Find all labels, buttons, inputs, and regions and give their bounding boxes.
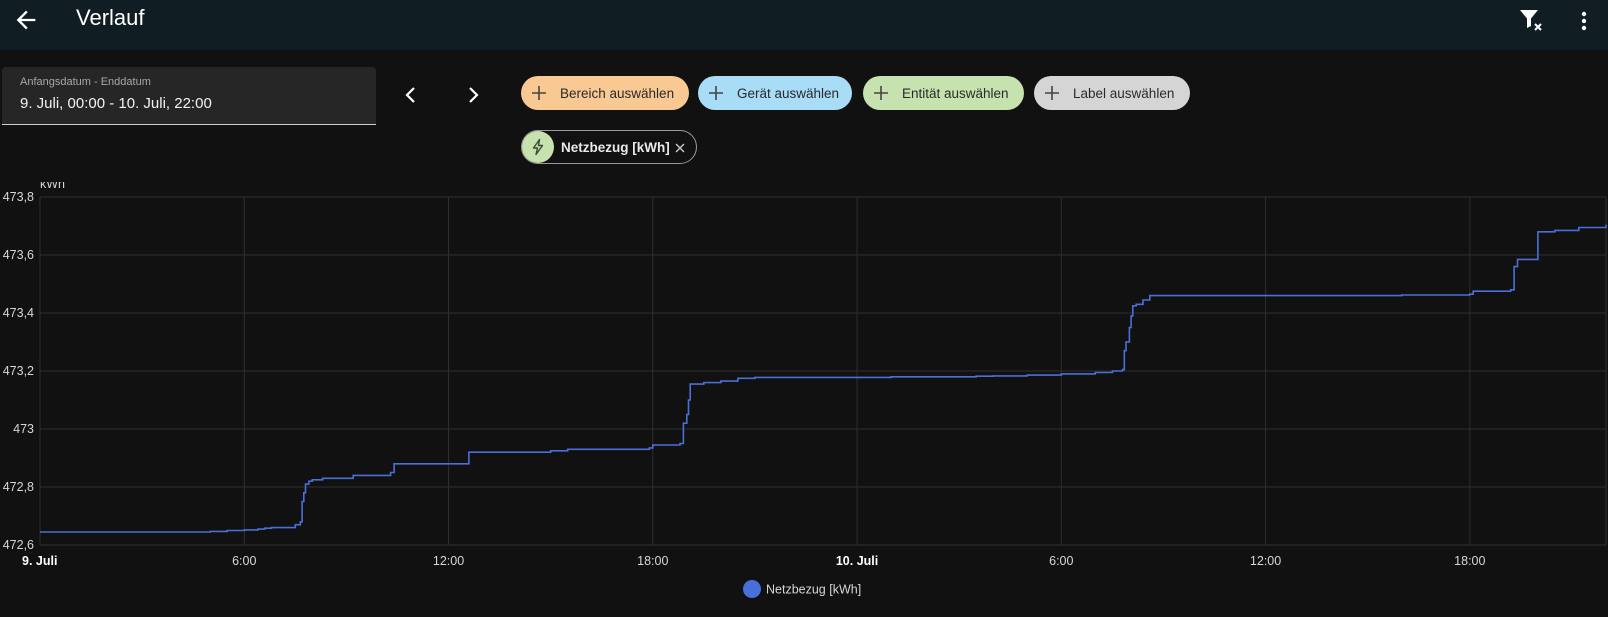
entity-picker-label: Entität auswählen <box>902 85 1009 101</box>
selected-entity-label: Netzbezug [kWh] <box>561 139 670 155</box>
top-app-bar: Verlauf <box>0 0 1608 50</box>
page-title: Verlauf <box>76 5 145 30</box>
y-tick-label: 473,6 <box>3 248 34 262</box>
line-chart: 473,8 473,6 473,4 473,2 473 472,8 472,6 kWh 9. J… <box>3 177 1607 598</box>
y-tick-label: 473,4 <box>3 306 34 320</box>
legend-marker <box>743 580 761 598</box>
x-tick-label: 9. Juli <box>22 554 57 568</box>
x-tick-label: 18:00 <box>637 554 668 568</box>
x-tick-label: 12:00 <box>1250 554 1281 568</box>
x-tick-label: 6:00 <box>232 554 256 568</box>
plus-icon <box>709 86 723 100</box>
chevron-right-icon[interactable] <box>458 80 488 110</box>
entity-picker-chip[interactable]: Entität auswählen <box>863 76 1024 110</box>
dots-vertical-icon[interactable] <box>1572 7 1596 35</box>
area-picker-label: Bereich auswählen <box>560 85 675 101</box>
legend-label: Netzbezug [kWh] <box>766 583 861 597</box>
history-chart: 473,8 473,6 473,4 473,2 473 472,8 472,6 kWh 9. J… <box>0 177 1608 612</box>
x-tick-label: 10. Juli <box>836 554 878 568</box>
flash-icon <box>532 138 544 156</box>
close-icon[interactable] <box>672 140 688 156</box>
device-picker-label: Gerät auswählen <box>737 85 840 101</box>
plus-icon <box>874 86 888 100</box>
y-tick-label: 472,6 <box>3 538 34 552</box>
series-line <box>40 224 1607 533</box>
plus-icon <box>1045 86 1059 100</box>
area-picker-chip[interactable]: Bereich auswählen <box>521 76 689 110</box>
entity-icon-circle <box>522 131 554 163</box>
y-axis-label: kWh <box>40 182 65 191</box>
date-range-picker[interactable]: Anfangsdatum - Enddatum 9. Juli, 00:00 -… <box>2 67 376 125</box>
x-tick-label: 18:00 <box>1454 554 1485 568</box>
label-picker-chip[interactable]: Label auswählen <box>1034 76 1190 110</box>
device-picker-chip[interactable]: Gerät auswählen <box>698 76 852 110</box>
y-tick-label: 473,8 <box>3 190 34 204</box>
chevron-left-icon[interactable] <box>396 80 426 110</box>
date-range-label: Anfangsdatum - Enddatum <box>20 76 151 88</box>
arrow-left-icon[interactable] <box>12 6 40 34</box>
x-tick-label: 6:00 <box>1049 554 1073 568</box>
y-tick-label: 472,8 <box>3 480 34 494</box>
x-tick-label: 12:00 <box>433 554 464 568</box>
y-tick-label: 473 <box>13 422 34 436</box>
filter-remove-icon[interactable] <box>1518 7 1546 35</box>
plus-icon <box>532 86 546 100</box>
label-picker-label: Label auswählen <box>1073 85 1175 101</box>
y-tick-label: 473,2 <box>3 364 34 378</box>
date-range-value: 9. Juli, 00:00 - 10. Juli, 22:00 <box>20 95 212 112</box>
selected-entity-chip[interactable]: Netzbezug [kWh] <box>521 130 697 164</box>
